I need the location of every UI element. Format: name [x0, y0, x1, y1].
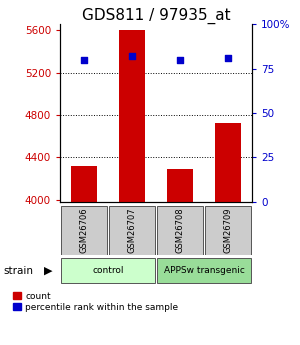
- Point: [178, 57, 182, 62]
- Bar: [119, 30, 145, 345]
- Bar: [71, 166, 97, 345]
- Point: [130, 53, 134, 59]
- Text: GSM26708: GSM26708: [176, 207, 184, 253]
- FancyBboxPatch shape: [157, 206, 203, 255]
- Legend: count, percentile rank within the sample: count, percentile rank within the sample: [9, 288, 182, 316]
- FancyBboxPatch shape: [109, 206, 155, 255]
- Text: APPSw transgenic: APPSw transgenic: [164, 266, 244, 275]
- FancyBboxPatch shape: [61, 206, 107, 255]
- FancyBboxPatch shape: [205, 206, 251, 255]
- Title: GDS811 / 97935_at: GDS811 / 97935_at: [82, 8, 230, 24]
- Bar: [215, 122, 241, 345]
- Bar: [167, 169, 193, 345]
- Text: GSM26706: GSM26706: [80, 207, 88, 253]
- FancyBboxPatch shape: [157, 258, 251, 283]
- Text: GSM26707: GSM26707: [128, 207, 136, 253]
- Text: control: control: [92, 266, 124, 275]
- Text: strain: strain: [3, 266, 33, 276]
- Text: GSM26709: GSM26709: [224, 208, 232, 253]
- FancyBboxPatch shape: [61, 258, 155, 283]
- Point: [226, 55, 230, 61]
- Point: [82, 57, 86, 62]
- Text: ▶: ▶: [44, 266, 52, 276]
